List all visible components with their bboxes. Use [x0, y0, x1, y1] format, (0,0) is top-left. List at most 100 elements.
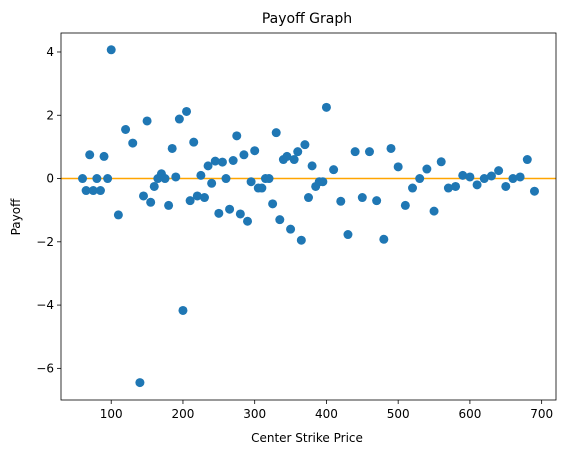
- data-point-30: [199, 193, 209, 203]
- data-point-58: [300, 140, 310, 150]
- data-point-2: [85, 150, 95, 160]
- data-point-85: [472, 180, 482, 190]
- data-point-48: [264, 174, 274, 184]
- data-point-14: [142, 116, 152, 126]
- y-axis-label: Payoff: [9, 198, 23, 235]
- y-tick-label: 0: [46, 172, 54, 186]
- data-point-9: [113, 210, 123, 220]
- data-point-54: [286, 224, 296, 234]
- data-point-42: [243, 216, 253, 226]
- data-point-88: [494, 166, 504, 176]
- data-point-29: [196, 170, 206, 180]
- data-point-37: [225, 204, 235, 214]
- data-point-23: [174, 114, 184, 124]
- data-point-46: [257, 183, 267, 193]
- data-point-63: [318, 177, 328, 187]
- data-point-81: [443, 183, 453, 193]
- data-point-41: [239, 150, 249, 160]
- data-point-72: [379, 234, 389, 244]
- points-layer: [78, 45, 539, 388]
- data-point-25: [182, 106, 192, 116]
- data-point-31: [203, 161, 213, 171]
- y-tick-label: −2: [36, 235, 54, 249]
- data-point-91: [515, 172, 525, 182]
- data-point-13: [139, 191, 148, 201]
- data-point-39: [232, 131, 242, 141]
- x-tick-label: 300: [243, 407, 266, 421]
- data-point-44: [250, 146, 260, 156]
- data-point-1: [81, 186, 91, 196]
- data-point-53: [282, 151, 292, 161]
- data-point-86: [479, 174, 489, 184]
- data-point-66: [336, 196, 346, 206]
- data-point-51: [275, 215, 285, 225]
- data-point-38: [228, 156, 238, 165]
- data-point-43: [246, 177, 256, 187]
- data-point-12: [135, 378, 145, 388]
- x-tick-label: 400: [315, 407, 338, 421]
- data-point-73: [386, 143, 396, 153]
- y-tick-label: −6: [36, 361, 54, 375]
- data-point-27: [189, 137, 199, 147]
- data-point-60: [307, 161, 317, 171]
- data-point-70: [364, 147, 374, 157]
- data-point-0: [78, 174, 88, 184]
- data-point-78: [422, 164, 432, 174]
- data-point-16: [149, 181, 159, 191]
- data-point-21: [167, 143, 177, 153]
- x-tick-label: 600: [458, 407, 481, 421]
- data-point-87: [486, 171, 496, 181]
- data-point-5: [95, 186, 105, 196]
- y-tick-label: −4: [36, 298, 54, 312]
- data-point-26: [185, 196, 195, 206]
- chart-title: Payoff Graph: [262, 11, 352, 27]
- x-tick-label: 100: [100, 407, 123, 421]
- data-point-20: [164, 200, 174, 210]
- data-point-56: [293, 147, 303, 157]
- data-point-33: [210, 156, 220, 166]
- data-point-35: [217, 157, 227, 167]
- x-tick-label: 700: [530, 407, 553, 421]
- data-point-40: [235, 209, 245, 219]
- x-tick-label: 500: [387, 407, 410, 421]
- data-point-15: [146, 197, 156, 207]
- data-point-69: [357, 193, 367, 203]
- data-point-80: [436, 157, 446, 167]
- data-point-24: [178, 305, 188, 315]
- data-point-34: [214, 208, 224, 218]
- data-point-75: [400, 200, 410, 210]
- data-point-50: [271, 128, 281, 138]
- data-point-83: [458, 170, 468, 180]
- data-point-32: [207, 178, 217, 188]
- data-point-77: [415, 174, 425, 184]
- data-point-64: [321, 102, 331, 112]
- data-point-93: [529, 186, 539, 196]
- data-point-7: [103, 174, 113, 184]
- data-point-4: [92, 174, 102, 184]
- data-point-65: [329, 165, 339, 175]
- data-point-90: [508, 174, 518, 184]
- data-point-49: [268, 199, 278, 209]
- y-tick-label: 4: [46, 45, 54, 59]
- data-point-11: [128, 138, 138, 148]
- data-point-82: [451, 181, 461, 191]
- data-point-59: [304, 193, 313, 203]
- data-point-89: [501, 181, 511, 191]
- data-point-36: [221, 174, 231, 184]
- data-point-71: [372, 196, 382, 206]
- data-point-79: [429, 206, 439, 216]
- x-tick-label: 200: [172, 407, 195, 421]
- data-point-19: [160, 174, 170, 184]
- data-point-67: [343, 230, 353, 240]
- data-point-22: [171, 172, 181, 182]
- data-point-3: [88, 186, 98, 196]
- data-point-8: [106, 45, 116, 55]
- data-point-55: [289, 155, 299, 165]
- data-point-57: [296, 235, 306, 245]
- data-point-68: [350, 147, 360, 157]
- data-point-74: [393, 162, 403, 172]
- x-axis-label: Center Strike Price: [251, 431, 363, 445]
- data-point-28: [192, 191, 202, 201]
- data-point-76: [408, 183, 418, 193]
